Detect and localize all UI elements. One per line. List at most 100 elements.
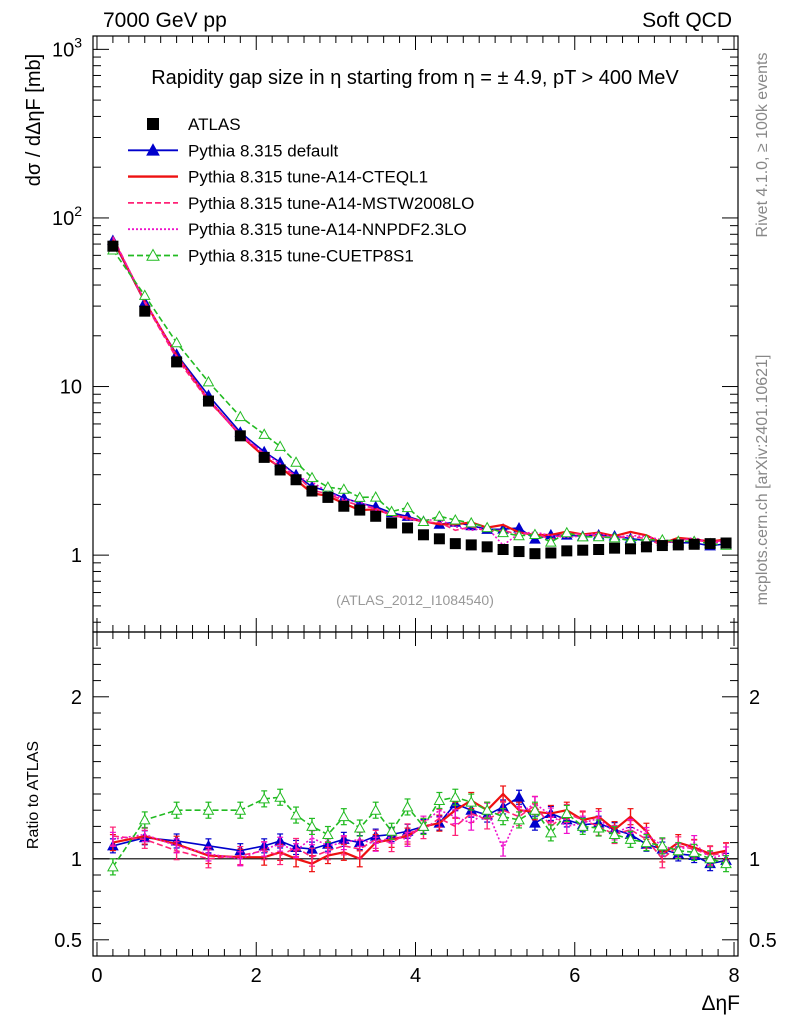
main-marker [138,289,151,300]
main-marker [545,536,557,547]
main-marker [170,336,183,348]
ratio-marker [688,846,701,857]
data-point [306,485,318,497]
ratio-marker [449,791,462,802]
data-point [656,540,668,552]
data-point [370,510,382,522]
data-point [640,541,652,553]
main-marker [560,526,573,538]
ratio-marker [306,820,318,831]
ratio-marker [369,804,382,815]
ratio-marker [608,828,621,839]
y-tick-label-100-exp: 2 [74,203,82,219]
data-point [354,504,366,516]
rivet-label: Rivet 4.1.0, ≥ 100k events [754,53,771,238]
data-point [202,395,214,407]
ratio-marker [353,821,366,833]
data-point [465,539,477,551]
y-tick-label-100: 102 [52,203,82,230]
data-point [625,543,636,555]
main-marker [274,440,286,451]
data-point [609,542,621,554]
ratio-marker [704,852,716,864]
analysis-id: (ATLAS_2012_I1084540) [336,592,494,608]
main-marker [529,528,541,539]
main-marker [592,530,605,542]
ratio-marker [529,804,541,815]
data-point [704,538,716,550]
data-point [497,543,509,555]
ratio-marker [545,826,557,838]
main-line-pythia-8-315-tune-a14-nnpdf2-3lo [112,237,727,547]
main-marker [465,516,478,528]
main-marker [353,491,366,502]
legend-label: Pythia 8.315 tune-CUETP8S1 [188,247,414,266]
header-left: 7000 GeV pp [103,9,227,32]
main-marker [481,521,494,533]
data-point [386,517,398,529]
main-series-group [107,234,732,560]
main-marker [385,505,398,517]
data-point [481,541,493,553]
ratio-tick-label: 0.5 [54,930,82,952]
main-marker [449,514,462,525]
ratio-marker [107,860,119,872]
data-point [577,544,589,556]
ratio-marker [513,791,525,802]
ratio-marker [322,828,334,839]
y-axis-title: dσ / dΔηF [mb] [23,54,45,186]
legend: ATLAS Pythia 8.315 default Pythia 8.315 tu… [128,115,474,266]
data-point [402,522,414,534]
main-marker [433,510,446,521]
ratio-marker [592,821,605,833]
ratio-marker [672,844,685,856]
ratio-line-pythia-8-315-tune-a14-mstw2008lo [112,804,727,860]
main-marker [417,515,430,526]
y-tick-label-1000: 103 [52,34,82,61]
data-point [449,538,461,550]
ratio-marker [481,804,494,815]
y-axis-title-text: dσ / dΔηF [mb] [23,54,45,186]
main-line-pythia-8-315-tune-a14-mstw2008lo [112,236,727,547]
ratio-marker [433,794,446,805]
ratio-tick-label-right: 2 [749,687,760,709]
ratio-marker [656,839,669,851]
main-marker [513,529,525,541]
legend-label: Pythia 8.315 tune-A14-MSTW2008LO [188,194,474,213]
data-point [234,430,246,442]
ratio-marker [202,804,215,815]
data-point [720,537,732,549]
main-marker [401,501,414,513]
ratio-marker [640,836,653,848]
data-point [258,451,270,463]
ratio-line-pythia-8-315-tune-a14-nnpdf2-3lo [112,802,727,860]
data-point [433,533,445,545]
ratio-marker [170,804,183,815]
x-tick-label: 4 [410,965,421,987]
main-marker [258,428,271,439]
main-marker [337,483,350,494]
x-axis-title: ΔηF [701,992,740,1015]
ratio-marker [576,820,589,831]
main-marker [234,410,247,422]
legend-swatch-marker [146,248,160,261]
data-point [171,356,183,368]
data-point [561,545,573,557]
data-point [290,474,302,486]
data-point [513,546,525,558]
x-tick-label: 8 [728,965,739,987]
ratio-tick-label: 1 [71,849,82,871]
ratio-marker [401,800,414,812]
main-marker [306,471,318,483]
legend-label: Pythia 8.315 tune-A14-NNPDF2.3LO [188,220,467,239]
x-tick-label: 6 [569,965,580,987]
ratio-marker [624,833,637,844]
ratio-marker [497,810,509,822]
main-marker [608,531,621,543]
data-point [672,539,684,551]
x-tick-label: 2 [251,965,262,987]
main-line-pythia-8-315-tune-cuetp8s1 [112,249,727,547]
ratio-marker [337,810,350,822]
main-marker [290,456,302,467]
